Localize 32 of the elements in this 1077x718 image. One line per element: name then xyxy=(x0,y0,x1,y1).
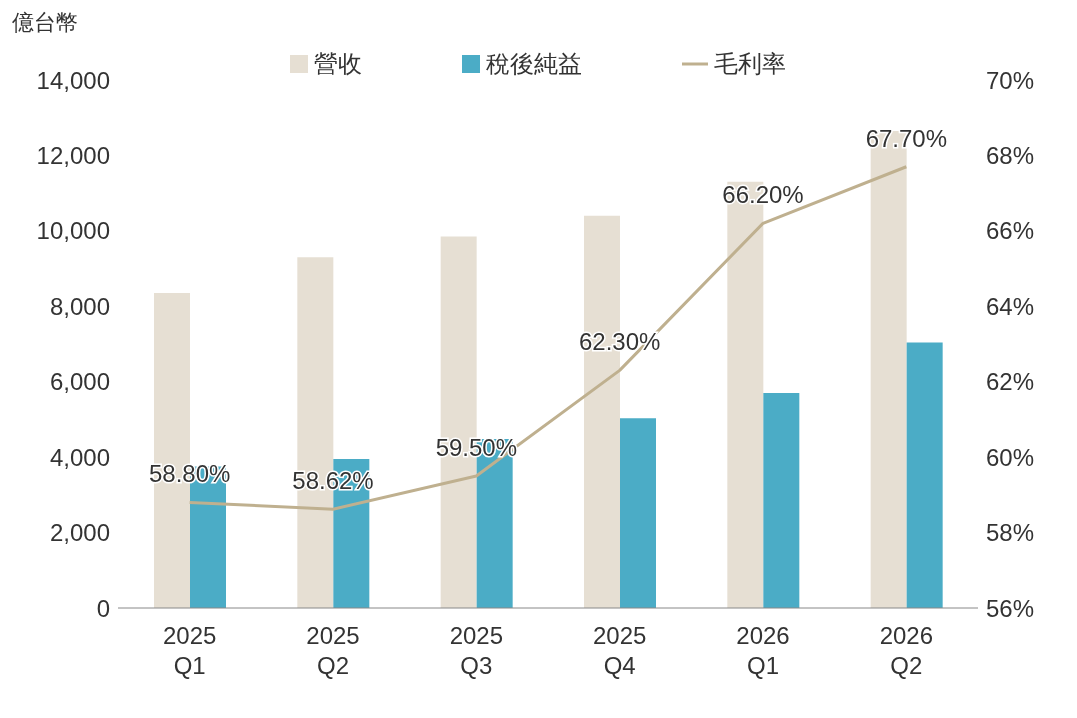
y-tick-label: 2,000 xyxy=(49,519,110,547)
y-tick-label: 4,000 xyxy=(49,443,110,471)
y-tick-label: 6,000 xyxy=(49,368,110,396)
x-tick-label: 2025 Q1 xyxy=(162,622,217,679)
y2-tick-label: 70% xyxy=(986,66,1035,94)
y2-tick-label: 68% xyxy=(986,141,1035,169)
y-tick-label: 10,000 xyxy=(36,217,110,245)
x-tick-label: 2025 Q2 xyxy=(306,622,360,679)
y2-tick-label: 64% xyxy=(986,292,1035,320)
y-tick-label: 8,000 xyxy=(49,292,110,320)
y-tick-label: 0 xyxy=(96,594,110,622)
x-tick-label: 2025 Q3 xyxy=(449,622,504,679)
x-tick-label: 2025 Q4 xyxy=(592,622,647,679)
data-label: 67.70% xyxy=(865,124,948,152)
y2-tick-label: 66% xyxy=(986,217,1035,245)
data-label: 62.30% xyxy=(578,328,661,356)
y2-tick-label: 62% xyxy=(986,368,1035,396)
y-tick-label: 14,000 xyxy=(36,66,110,94)
x-tick-label: 2026 Q2 xyxy=(879,622,934,679)
y2-tick-label: 56% xyxy=(986,594,1035,622)
y2-tick-label: 58% xyxy=(986,519,1035,547)
legend-label: 營收 xyxy=(314,49,362,79)
legend-label: 毛利率 xyxy=(714,49,786,79)
y2-tick-label: 60% xyxy=(986,443,1035,471)
x-tick-label: 2026 Q1 xyxy=(736,622,790,679)
bar xyxy=(906,342,943,608)
y-tick-label: 12,000 xyxy=(36,141,110,169)
legend-label: 稅後純益 xyxy=(486,49,582,79)
bar xyxy=(763,393,800,608)
data-label: 66.20% xyxy=(722,181,804,209)
bar xyxy=(620,418,656,608)
y-axis-title: 億台幣 xyxy=(12,9,78,37)
